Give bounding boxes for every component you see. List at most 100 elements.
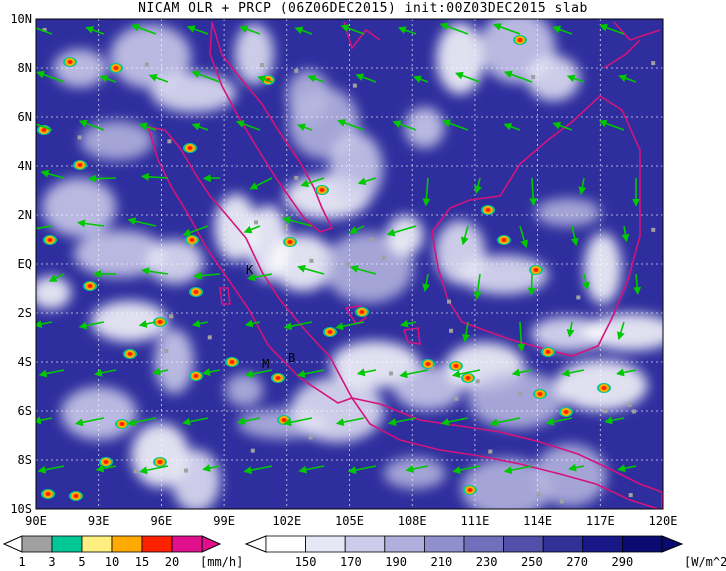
wind-arrow xyxy=(349,265,377,275)
longitude-label: 105E xyxy=(335,514,364,528)
wind-arrow xyxy=(94,368,117,377)
precip-light-pixel xyxy=(369,237,374,242)
wind-arrow xyxy=(337,119,365,131)
wind-arrow xyxy=(244,369,273,378)
precip-light-pixel xyxy=(207,335,212,340)
precip-light-pixel xyxy=(184,468,189,473)
precip-cell xyxy=(449,361,463,371)
place-label-k: K xyxy=(246,263,254,277)
precip-cell xyxy=(183,143,197,153)
precip-cell xyxy=(185,235,199,245)
cloud-blob xyxy=(404,106,445,149)
coastline-indochina xyxy=(343,21,661,69)
precip-cell xyxy=(153,317,167,327)
cloud-blob xyxy=(323,232,414,303)
precip-light-pixel xyxy=(254,220,259,225)
wind-arrow xyxy=(36,320,53,329)
cloud-blob xyxy=(436,22,484,95)
wind-arrow xyxy=(452,465,481,474)
precip-light-pixel xyxy=(169,314,174,319)
latitude-label: 4S xyxy=(18,355,32,369)
precip-light-pixel xyxy=(352,83,357,88)
latitude-label: 6N xyxy=(18,110,32,124)
wind-arrow xyxy=(294,26,313,35)
precip-cell xyxy=(481,205,495,215)
olr-colorbar-tick: 210 xyxy=(431,555,453,569)
precip-colorbar-tick: 10 xyxy=(105,555,119,569)
wind-arrow xyxy=(297,264,325,275)
precip-light-pixel xyxy=(531,74,536,79)
precip-light-pixel xyxy=(388,371,393,376)
wind-arrow xyxy=(127,217,157,227)
precip-light-pixel xyxy=(631,409,636,414)
olr-colorbar-tick: 150 xyxy=(295,555,317,569)
precip-cell xyxy=(123,349,137,359)
precip-colorbar-swatch xyxy=(111,535,143,553)
precip-light-pixel xyxy=(133,469,138,474)
cloud-blob xyxy=(234,23,274,85)
precip-light-pixel xyxy=(345,262,350,267)
precip-cell xyxy=(315,185,329,195)
wind-arrow xyxy=(387,417,417,427)
precip-light-pixel xyxy=(454,396,459,401)
longitude-label: 93E xyxy=(88,514,110,528)
wind-arrow xyxy=(239,25,261,35)
precip-light-pixel xyxy=(559,499,564,504)
wind-arrow xyxy=(355,73,377,83)
cloud-blob xyxy=(535,198,601,227)
precip-light-pixel xyxy=(308,435,313,440)
cloud-blob xyxy=(36,276,72,310)
wind-arrow xyxy=(202,464,221,472)
wind-arrow xyxy=(348,225,365,234)
wind-arrow xyxy=(439,22,469,35)
cloud-blob xyxy=(386,215,424,256)
latitude-label: 6S xyxy=(18,404,32,418)
wind-arrow xyxy=(37,465,65,474)
wind-arrow xyxy=(440,417,469,426)
wind-arrow xyxy=(236,417,261,426)
wind-arrow xyxy=(454,71,481,83)
wind-arrow xyxy=(85,26,105,35)
cloud-blob xyxy=(270,234,335,292)
cloud-blob xyxy=(383,457,446,489)
wind-arrow xyxy=(618,74,637,83)
precip-cell xyxy=(529,265,543,275)
wind-arrow xyxy=(568,463,585,472)
wind-arrow xyxy=(282,216,313,227)
map-plot-area: K M B xyxy=(36,19,663,509)
olr-colorbar: 150 170 190 210 230 250 270 290 [W/m^2] xyxy=(244,535,726,569)
wind-arrow xyxy=(186,25,209,35)
wind-arrow xyxy=(249,177,273,190)
wind-arrow xyxy=(422,273,431,293)
precip-cell xyxy=(323,327,337,337)
cloud-blob xyxy=(110,24,192,89)
precip-cell xyxy=(41,489,55,499)
precip-light-pixel xyxy=(627,402,632,407)
wind-arrow xyxy=(397,26,417,35)
precip-cell xyxy=(189,371,203,381)
wind-arrow xyxy=(95,464,117,473)
wind-arrow xyxy=(519,225,529,249)
olr-colorbar-swatch xyxy=(265,535,306,553)
wind-arrow xyxy=(552,121,573,131)
latitude-label: 10N xyxy=(10,12,32,26)
wind-arrow xyxy=(335,321,365,331)
wind-arrow xyxy=(405,465,429,473)
precip-colorbar-tick: 15 xyxy=(135,555,149,569)
precip-light-pixel xyxy=(430,366,435,371)
precip-light-pixel xyxy=(518,391,523,396)
wind-arrow xyxy=(517,321,526,353)
precip-light-pixel xyxy=(77,135,82,140)
latitude-label: EQ xyxy=(18,257,32,271)
wind-arrow xyxy=(335,417,365,427)
precip-colorbar-swatch xyxy=(81,535,113,553)
precip-light-pixel xyxy=(284,224,289,229)
precip-light-pixel xyxy=(603,409,608,414)
cloud-blob xyxy=(154,328,194,394)
precip-cell xyxy=(109,63,123,73)
wind-arrow xyxy=(297,123,313,132)
cloud-blob xyxy=(393,365,463,411)
precip-cell xyxy=(153,457,167,467)
olr-colorbar-swatch xyxy=(622,535,663,553)
wind-arrow xyxy=(599,23,625,35)
